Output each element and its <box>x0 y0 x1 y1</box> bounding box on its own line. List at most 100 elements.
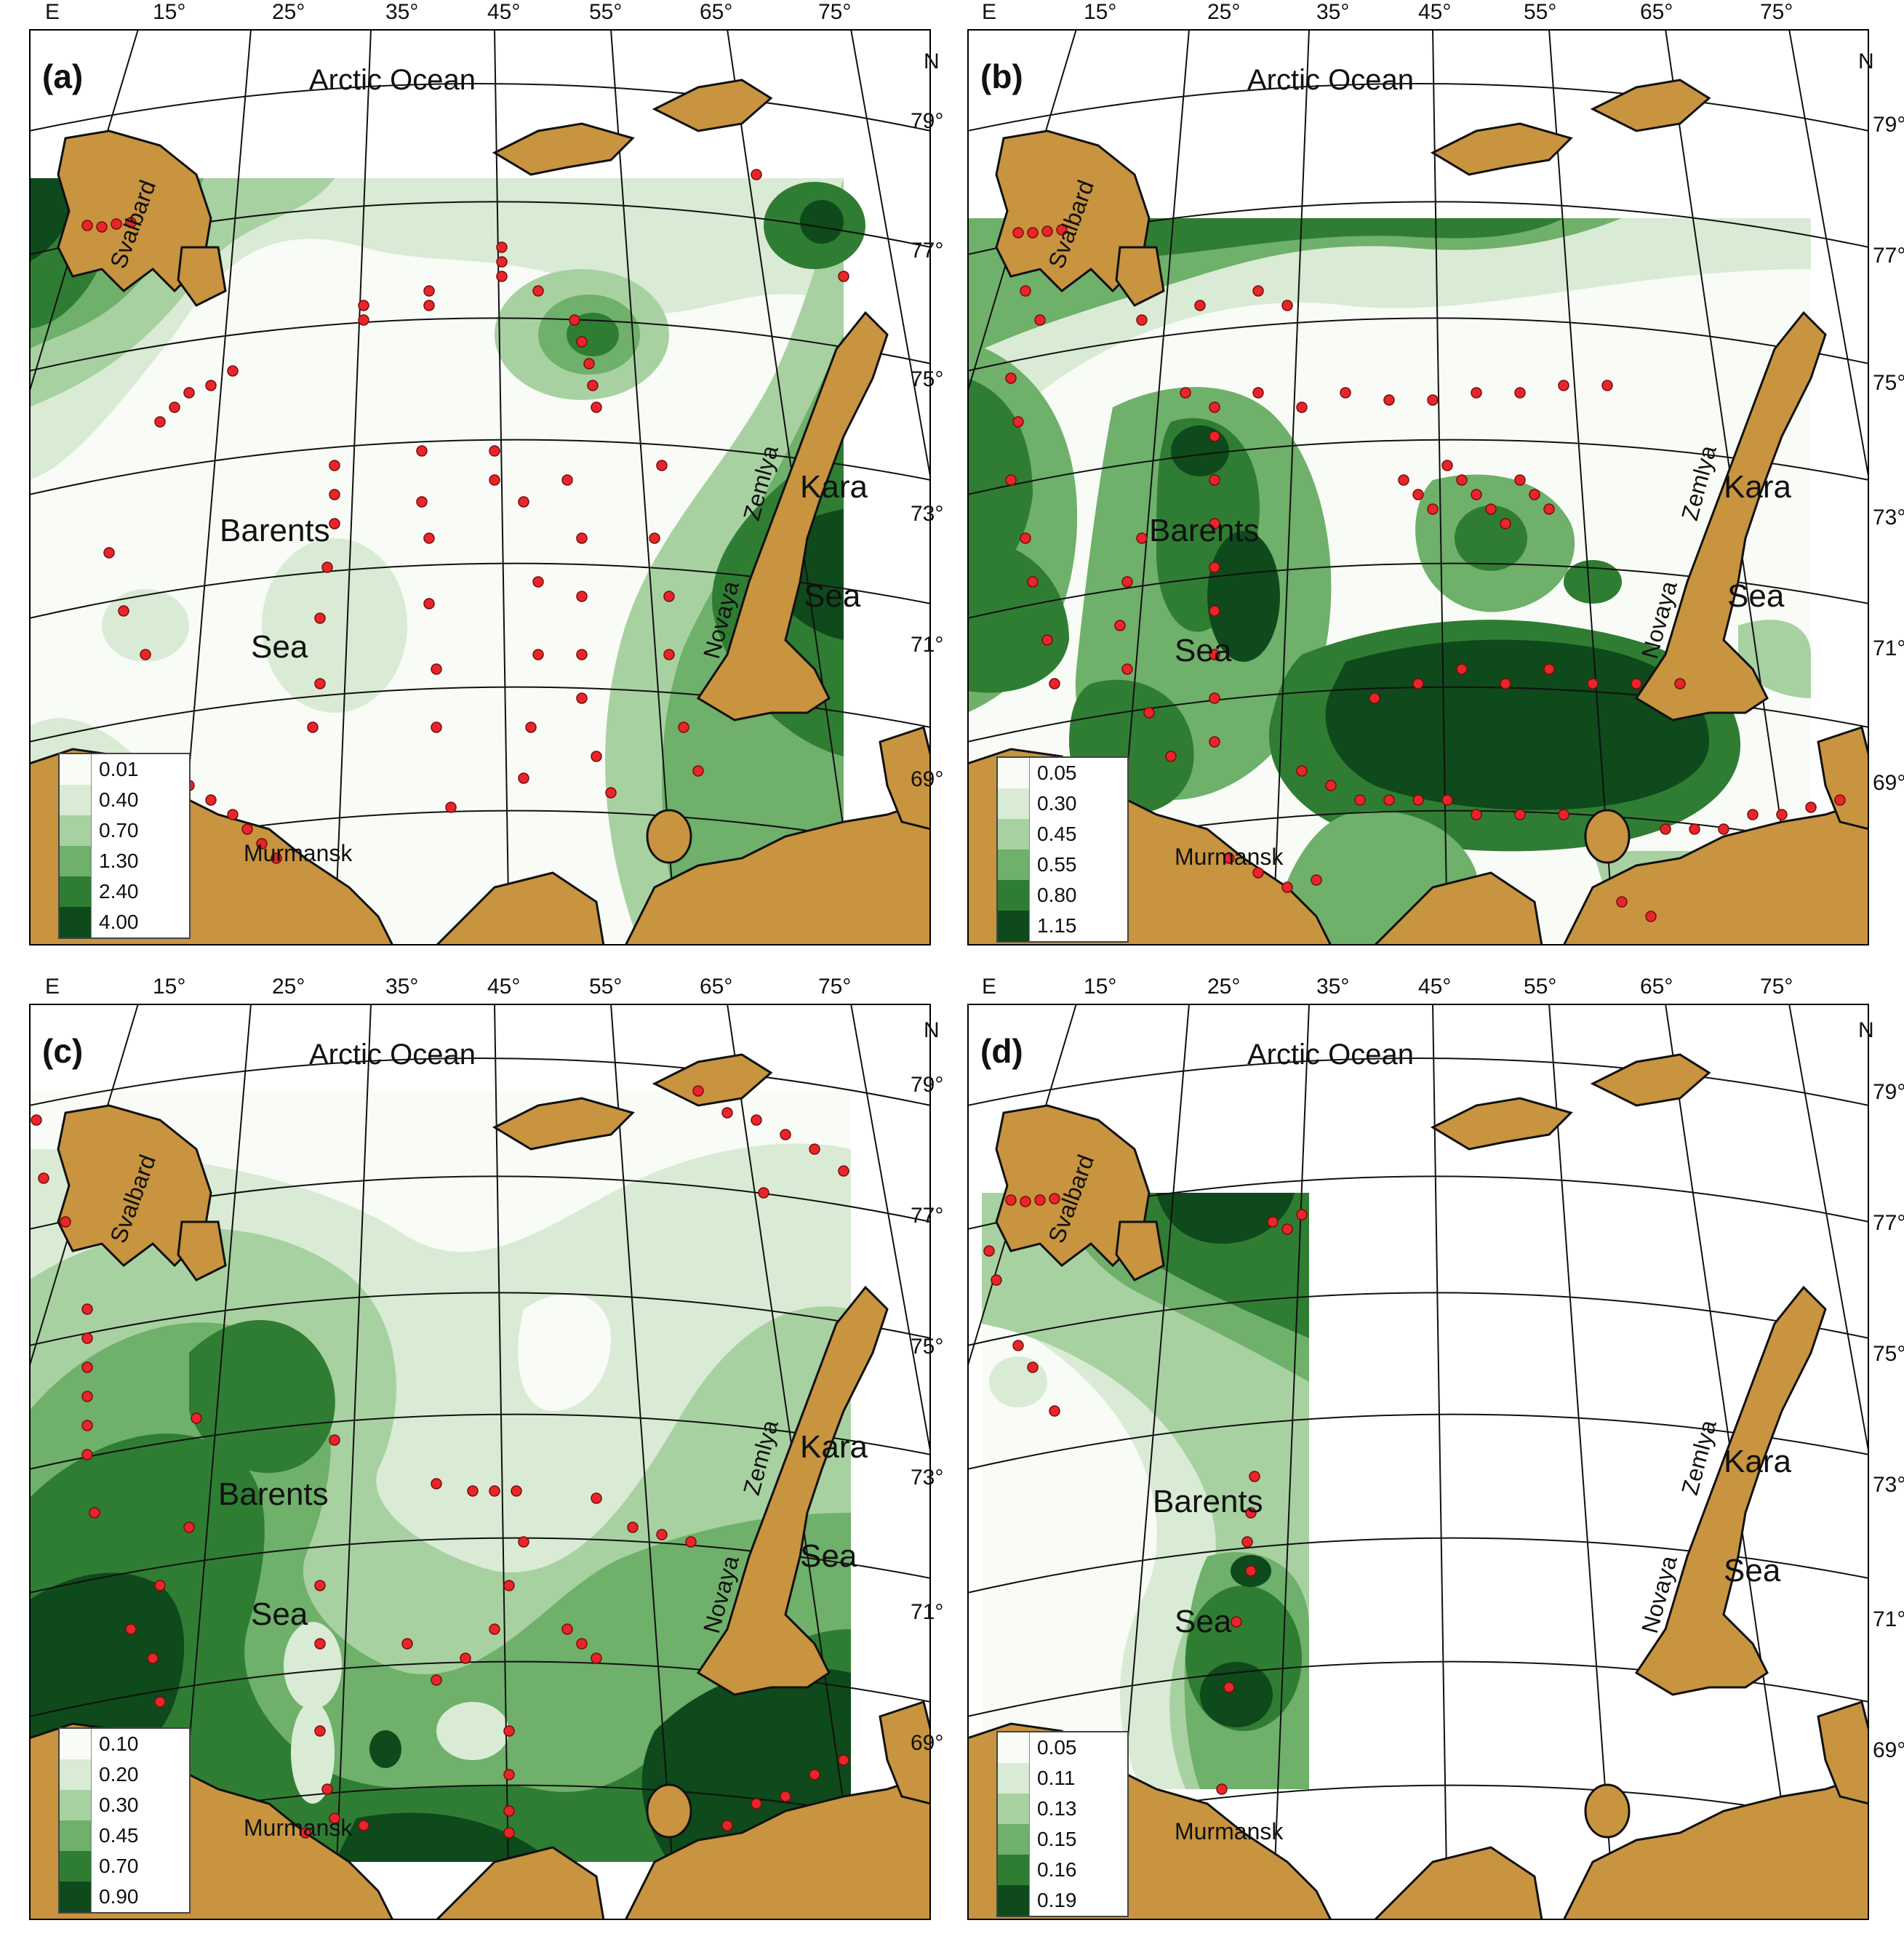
lon-label-25: 25° <box>1207 0 1241 24</box>
lon-label-45: 45° <box>1418 0 1452 24</box>
legend-row: 0.05 <box>998 758 1127 788</box>
lon-label-15: 15° <box>153 0 186 24</box>
legend-row: 0.13 <box>998 1794 1127 1824</box>
legend-row: 0.30 <box>998 788 1127 819</box>
legend-value: 0.45 <box>1037 823 1077 845</box>
lat-label-69: 69° <box>911 1731 944 1755</box>
label-barents-b: Barents <box>1149 513 1260 548</box>
legend-value: 0.10 <box>99 1732 139 1755</box>
legend-row: 0.70 <box>60 815 189 846</box>
panel-letter-c: (c) <box>42 1032 84 1070</box>
legend-value: 0.01 <box>99 758 139 780</box>
lon-label-15: 15° <box>153 975 186 999</box>
lat-label-77: 77° <box>1873 244 1904 268</box>
legend-value: 1.30 <box>99 849 139 872</box>
map-panel-c: (c) Arctic Ocean Svalbard Barents Sea Ka… <box>29 1004 931 1920</box>
legend-row: 0.19 <box>998 1885 1127 1916</box>
legend-row: 0.16 <box>998 1855 1127 1885</box>
legend-row: 0.45 <box>60 1820 189 1851</box>
label-kara-sea-a: Sea <box>804 578 861 614</box>
legend-value: 0.45 <box>99 1824 139 1847</box>
label-kara-sea-c: Sea <box>800 1538 857 1574</box>
corner-label-n: N <box>924 1018 940 1042</box>
lon-label-45: 45° <box>487 975 521 999</box>
legend-value: 0.16 <box>1037 1858 1077 1881</box>
label-barents-sea-b: Sea <box>1175 633 1232 668</box>
legend-row: 1.30 <box>60 846 189 876</box>
lon-label-25: 25° <box>272 975 305 999</box>
legend-row: 2.40 <box>60 876 189 907</box>
label-barents-c: Barents <box>218 1476 329 1512</box>
legend-value: 0.40 <box>99 788 139 811</box>
lon-label-75: 75° <box>818 0 852 24</box>
lon-label-35: 35° <box>1316 0 1350 24</box>
lat-label-71: 71° <box>911 633 944 657</box>
legend-row: 0.01 <box>60 754 189 785</box>
lon-label-55: 55° <box>1524 975 1557 999</box>
label-arctic-ocean-d: Arctic Ocean <box>1247 1039 1414 1071</box>
lat-label-77: 77° <box>1873 1211 1904 1235</box>
lon-label-45: 45° <box>487 0 521 24</box>
lon-label-15: 15° <box>1084 0 1117 24</box>
corner-label-e: E <box>45 0 60 24</box>
lat-label-69: 69° <box>1873 1738 1904 1762</box>
lon-label-75: 75° <box>1760 975 1793 999</box>
legend-row: 0.11 <box>998 1763 1127 1794</box>
lat-label-79: 79° <box>911 1073 944 1097</box>
lon-label-65: 65° <box>700 975 733 999</box>
lon-label-75: 75° <box>818 975 852 999</box>
label-arctic-ocean-a: Arctic Ocean <box>309 64 476 96</box>
map-canvas-a <box>29 29 931 945</box>
panel-letter-a: (a) <box>42 57 84 95</box>
lat-label-75: 75° <box>1873 371 1904 395</box>
legend-d: 0.05 0.11 0.13 0.15 0.16 0.19 <box>996 1731 1129 1917</box>
map-canvas-c <box>29 1004 931 1920</box>
lon-label-55: 55° <box>589 975 623 999</box>
lat-label-75: 75° <box>911 1335 944 1359</box>
legend-value: 0.11 <box>1037 1767 1076 1789</box>
corner-label-e: E <box>982 0 997 24</box>
legend-value: 0.55 <box>1037 853 1077 876</box>
legend-row: 0.10 <box>60 1729 189 1759</box>
legend-value: 0.30 <box>1037 792 1077 815</box>
station-markers-a <box>81 169 849 864</box>
lat-label-71: 71° <box>1873 636 1904 660</box>
lat-label-69: 69° <box>1873 771 1904 795</box>
legend-a: 0.01 0.40 0.70 1.30 2.40 4.00 <box>58 753 191 939</box>
legend-row: 1.15 <box>998 911 1127 941</box>
lat-label-73: 73° <box>911 502 944 526</box>
lon-label-35: 35° <box>1316 975 1350 999</box>
panel-letter-b: (b) <box>980 57 1023 95</box>
legend-value: 0.13 <box>1037 1797 1077 1820</box>
corner-label-e: E <box>982 975 997 999</box>
graticule-a <box>29 29 931 945</box>
legend-value: 0.05 <box>1037 1736 1077 1759</box>
lon-label-55: 55° <box>1524 0 1557 24</box>
legend-row: 0.45 <box>998 819 1127 849</box>
lon-label-35: 35° <box>385 975 419 999</box>
label-murmansk-a: Murmansk <box>244 840 353 866</box>
legend-row: 0.55 <box>998 849 1127 880</box>
label-murmansk-b: Murmansk <box>1175 844 1284 870</box>
label-kara-c: Kara <box>800 1429 868 1465</box>
lon-label-25: 25° <box>1207 975 1241 999</box>
map-panel-d: (d) Arctic Ocean Svalbard Barents Sea Ka… <box>967 1004 1869 1920</box>
lon-label-35: 35° <box>385 0 419 24</box>
legend-value: 0.70 <box>99 819 139 841</box>
station-markers-d <box>983 1193 1308 1795</box>
label-barents-sea-c: Sea <box>251 1596 308 1632</box>
legend-c: 0.10 0.20 0.30 0.45 0.70 0.90 <box>58 1727 191 1914</box>
contour-field-d <box>982 1193 1309 1789</box>
legend-value: 0.90 <box>99 1885 139 1908</box>
label-arctic-ocean-c: Arctic Ocean <box>309 1039 476 1071</box>
legend-value: 0.70 <box>99 1855 139 1877</box>
corner-label-n: N <box>1858 49 1874 73</box>
label-murmansk-c: Murmansk <box>244 1815 353 1841</box>
legend-value: 0.80 <box>1037 884 1077 906</box>
station-markers-b <box>1005 224 1846 922</box>
lon-label-65: 65° <box>1640 0 1673 24</box>
label-barents-sea-a: Sea <box>251 629 308 665</box>
label-barents-sea-d: Sea <box>1175 1604 1232 1639</box>
legend-row: 4.00 <box>60 907 189 937</box>
lon-label-55: 55° <box>589 0 623 24</box>
